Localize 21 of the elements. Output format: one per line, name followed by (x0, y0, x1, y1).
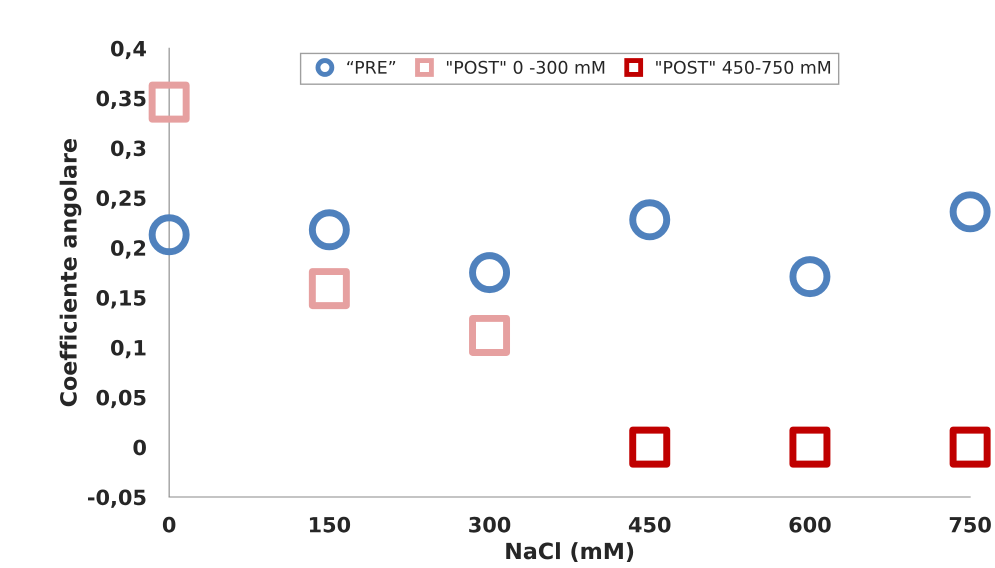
y-tick-label: 0,05 (96, 390, 146, 408)
y-tick-label: 0,25 (96, 190, 146, 209)
y-tick-label: -0,05 (88, 489, 146, 508)
x-tick-label: 600 (789, 516, 831, 533)
legend-label: “PRE” (347, 60, 396, 74)
y-axis-title: Coefficiente angolare (60, 139, 82, 406)
y-tick-label: 0 (133, 440, 146, 456)
y-tick-label: 0,2 (111, 240, 146, 259)
y-tick-label: 0,3 (111, 140, 146, 159)
y-tick-label: 0,15 (96, 290, 146, 308)
legend-label: "POST" 450-750 mM (656, 60, 830, 74)
x-tick-label: 450 (628, 516, 670, 533)
y-tick-label: 0,4 (111, 40, 146, 60)
x-axis-title: NaCl (mM) (506, 542, 634, 562)
x-tick-label: 750 (950, 516, 991, 533)
x-tick-label: 300 (469, 516, 510, 533)
legend-label: "POST" 0 -300 mM (446, 60, 604, 74)
x-tick-label: 0 (162, 516, 176, 533)
y-tick-label: 0,35 (96, 90, 146, 110)
y-tick-label: 0,1 (111, 340, 146, 358)
x-tick-label: 150 (310, 516, 350, 533)
